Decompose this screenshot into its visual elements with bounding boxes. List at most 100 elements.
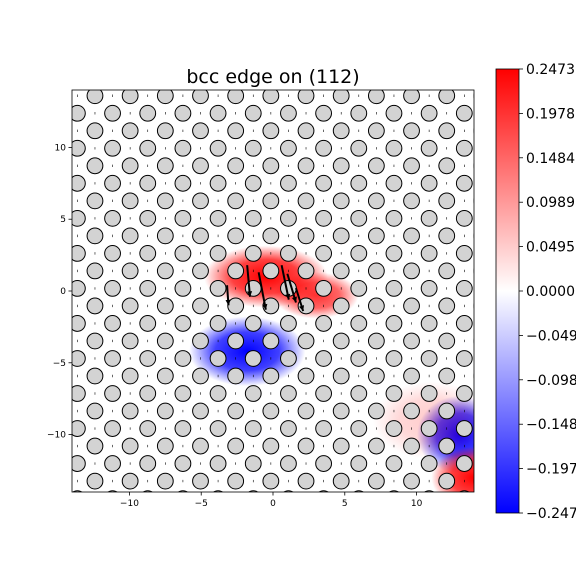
atom	[227, 472, 245, 490]
atom	[209, 350, 227, 367]
atom	[280, 455, 297, 472]
atom	[420, 350, 438, 367]
colorbar-tick-label: 0.1484	[526, 151, 575, 167]
atom	[297, 402, 315, 420]
atom	[262, 472, 280, 490]
atom	[385, 104, 403, 122]
atom	[174, 455, 192, 472]
atom	[174, 174, 192, 192]
atom	[367, 332, 385, 350]
atom	[262, 402, 280, 420]
atom	[438, 192, 456, 210]
atom	[350, 420, 368, 437]
atom	[192, 402, 209, 420]
atom	[139, 139, 157, 157]
atom	[72, 420, 86, 437]
atom	[121, 332, 139, 350]
atom	[72, 139, 86, 157]
atom	[107, 490, 118, 492]
atom	[423, 490, 435, 492]
displacement-arrows	[77, 94, 465, 483]
atom	[350, 315, 368, 332]
atom	[315, 385, 333, 402]
atom	[156, 332, 174, 350]
atom	[227, 122, 245, 140]
atom	[174, 315, 192, 332]
atom	[52, 88, 68, 104]
atom	[156, 367, 174, 385]
atom	[385, 244, 403, 262]
colorbar-tick-label: 0.0989	[526, 195, 575, 211]
atom	[121, 262, 139, 280]
atom	[227, 157, 245, 175]
atom	[353, 490, 364, 492]
atom	[438, 437, 456, 455]
atom	[209, 209, 227, 227]
atom	[297, 90, 315, 105]
atom	[174, 139, 192, 157]
atom	[227, 367, 245, 385]
atom	[385, 174, 403, 192]
atom	[86, 367, 104, 385]
atom	[227, 437, 245, 455]
y-tick-label: −10	[47, 431, 66, 441]
atom	[156, 297, 174, 315]
atom	[420, 209, 438, 227]
atom	[420, 139, 438, 157]
atom	[104, 280, 121, 297]
atom	[297, 437, 315, 455]
atom	[209, 174, 227, 192]
atom	[86, 297, 104, 315]
core-arrow-head	[299, 305, 305, 312]
atom	[315, 420, 333, 437]
atom	[367, 402, 385, 420]
atom	[72, 174, 86, 192]
atom	[385, 315, 403, 332]
atom	[262, 90, 280, 105]
atom	[403, 367, 420, 385]
atom	[174, 244, 192, 262]
atom	[332, 332, 350, 350]
atom	[473, 408, 474, 414]
atom	[455, 104, 473, 122]
atom	[455, 244, 473, 262]
atom	[104, 350, 121, 367]
colorbar-ticks: 0.2473 0.1978 0.1484 0.0989 0.0495 0.0000 −0.0…	[519, 62, 576, 522]
atom	[262, 332, 280, 350]
atom	[455, 139, 473, 157]
atom	[455, 174, 473, 192]
atom	[403, 122, 420, 140]
atom	[473, 127, 474, 134]
atom	[280, 420, 297, 437]
y-tick-label: 0	[60, 287, 66, 297]
atom	[367, 157, 385, 175]
atom	[403, 402, 420, 420]
atom	[209, 280, 227, 297]
atom	[403, 157, 420, 175]
atom	[104, 104, 121, 122]
atom	[174, 420, 192, 437]
atom	[455, 315, 473, 332]
atom	[52, 403, 68, 419]
atom	[86, 472, 104, 490]
atom	[438, 262, 456, 280]
core-arrows	[225, 264, 305, 312]
atom	[121, 297, 139, 315]
colorbar-tick-label: −0.197	[526, 462, 576, 478]
atom	[367, 367, 385, 385]
atom	[121, 157, 139, 175]
atom	[192, 227, 209, 245]
atom	[315, 350, 333, 367]
atom	[315, 104, 333, 122]
atom	[332, 437, 350, 455]
atom	[177, 490, 189, 492]
atom	[315, 209, 333, 227]
atom	[315, 174, 333, 192]
atom	[297, 157, 315, 175]
x-tick-label: −10	[120, 499, 139, 509]
atom	[104, 420, 121, 437]
atom	[262, 157, 280, 175]
core-arrow	[257, 272, 267, 310]
x-tick-label: −5	[195, 499, 208, 509]
atom	[52, 263, 68, 279]
